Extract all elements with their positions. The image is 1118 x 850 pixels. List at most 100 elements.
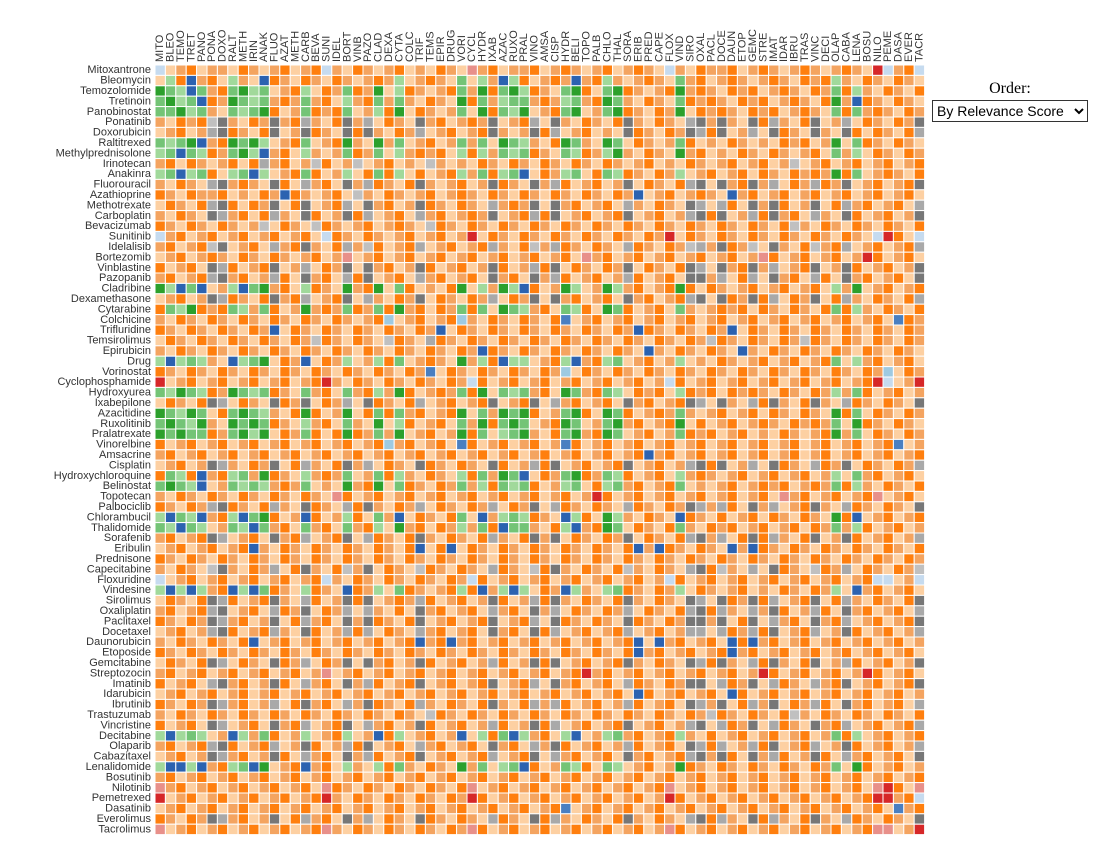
matrix-cell[interactable] bbox=[560, 407, 572, 420]
matrix-cell[interactable] bbox=[601, 449, 614, 461]
matrix-cell[interactable] bbox=[362, 615, 374, 628]
matrix-cell[interactable] bbox=[518, 449, 530, 461]
matrix-cell[interactable] bbox=[643, 230, 655, 243]
matrix-cell[interactable] bbox=[196, 709, 208, 721]
matrix-cell[interactable] bbox=[476, 584, 489, 596]
matrix-cell[interactable] bbox=[352, 719, 364, 732]
matrix-cell[interactable] bbox=[497, 106, 510, 118]
matrix-cell[interactable] bbox=[612, 626, 624, 638]
column-label[interactable]: GEMC bbox=[747, 29, 759, 62]
matrix-cell[interactable] bbox=[851, 230, 863, 243]
matrix-cell[interactable] bbox=[861, 428, 874, 440]
matrix-cell[interactable] bbox=[248, 376, 260, 388]
matrix-cell[interactable] bbox=[653, 262, 666, 274]
matrix-cell[interactable] bbox=[799, 730, 811, 742]
matrix-cell[interactable] bbox=[185, 251, 198, 264]
matrix-cell[interactable] bbox=[237, 85, 250, 97]
matrix-cell[interactable] bbox=[726, 480, 738, 492]
matrix-cell[interactable] bbox=[185, 178, 198, 191]
matrix-cell[interactable] bbox=[726, 189, 738, 201]
matrix-cell[interactable] bbox=[362, 189, 374, 201]
matrix-cell[interactable] bbox=[664, 376, 676, 388]
matrix-cell[interactable] bbox=[237, 490, 250, 503]
matrix-cell[interactable] bbox=[279, 126, 291, 139]
matrix-cell[interactable] bbox=[539, 303, 551, 316]
matrix-cell[interactable] bbox=[175, 241, 187, 253]
matrix-cell[interactable] bbox=[445, 345, 458, 357]
matrix-cell[interactable] bbox=[643, 64, 655, 76]
matrix-cell[interactable] bbox=[861, 345, 874, 357]
matrix-cell[interactable] bbox=[497, 438, 510, 451]
matrix-cell[interactable] bbox=[310, 137, 322, 149]
matrix-cell[interactable] bbox=[872, 64, 884, 76]
column-label[interactable]: TOPO bbox=[581, 31, 593, 62]
matrix-cell[interactable] bbox=[612, 116, 624, 128]
matrix-cell[interactable] bbox=[653, 418, 666, 430]
matrix-cell[interactable] bbox=[476, 470, 489, 482]
matrix-cell[interactable] bbox=[570, 386, 582, 399]
matrix-cell[interactable] bbox=[352, 137, 364, 149]
matrix-cell[interactable] bbox=[716, 719, 728, 732]
matrix-cell[interactable] bbox=[466, 355, 478, 368]
matrix-cell[interactable] bbox=[310, 480, 322, 492]
matrix-cell[interactable] bbox=[882, 522, 894, 534]
matrix-cell[interactable] bbox=[757, 220, 770, 232]
matrix-cell[interactable] bbox=[747, 563, 759, 576]
matrix-cell[interactable] bbox=[539, 147, 551, 160]
column-label[interactable]: PANO bbox=[196, 31, 208, 62]
matrix-cell[interactable] bbox=[237, 334, 250, 347]
matrix-cell[interactable] bbox=[175, 646, 187, 659]
matrix-cell[interactable] bbox=[310, 470, 322, 482]
matrix-cell[interactable] bbox=[227, 522, 239, 534]
matrix-cell[interactable] bbox=[487, 688, 499, 700]
matrix-cell[interactable] bbox=[518, 470, 530, 482]
matrix-cell[interactable] bbox=[560, 730, 572, 742]
matrix-cell[interactable] bbox=[549, 438, 562, 451]
matrix-cell[interactable] bbox=[320, 230, 333, 243]
matrix-cell[interactable] bbox=[560, 709, 572, 721]
matrix-cell[interactable] bbox=[851, 542, 863, 555]
matrix-cell[interactable] bbox=[404, 324, 416, 336]
matrix-cell[interactable] bbox=[882, 251, 894, 264]
matrix-cell[interactable] bbox=[809, 574, 822, 586]
matrix-cell[interactable] bbox=[851, 646, 863, 659]
matrix-cell[interactable] bbox=[372, 324, 385, 336]
matrix-cell[interactable] bbox=[695, 230, 707, 243]
matrix-cell[interactable] bbox=[196, 522, 208, 534]
matrix-cell[interactable] bbox=[508, 438, 520, 451]
matrix-cell[interactable] bbox=[310, 698, 322, 711]
matrix-cell[interactable] bbox=[227, 397, 239, 409]
matrix-cell[interactable] bbox=[216, 293, 229, 305]
matrix-cell[interactable] bbox=[414, 314, 426, 326]
matrix-cell[interactable] bbox=[809, 667, 822, 680]
matrix-cell[interactable] bbox=[424, 397, 437, 409]
matrix-cell[interactable] bbox=[664, 730, 676, 742]
matrix-cell[interactable] bbox=[695, 355, 707, 368]
matrix-cell[interactable] bbox=[289, 397, 302, 409]
matrix-cell[interactable] bbox=[840, 490, 853, 503]
matrix-cell[interactable] bbox=[435, 251, 447, 264]
matrix-cell[interactable] bbox=[268, 85, 281, 97]
matrix-cell[interactable] bbox=[310, 636, 322, 648]
matrix-cell[interactable] bbox=[528, 657, 541, 669]
matrix-cell[interactable] bbox=[549, 282, 562, 295]
matrix-cell[interactable] bbox=[622, 615, 634, 628]
matrix-cell[interactable] bbox=[404, 397, 416, 409]
matrix-cell[interactable] bbox=[435, 74, 447, 87]
matrix-cell[interactable] bbox=[445, 740, 458, 752]
matrix-cell[interactable] bbox=[820, 220, 832, 232]
matrix-cell[interactable] bbox=[705, 397, 718, 409]
matrix-cell[interactable] bbox=[747, 189, 759, 201]
matrix-cell[interactable] bbox=[799, 199, 811, 212]
matrix-cell[interactable] bbox=[643, 584, 655, 596]
matrix-cell[interactable] bbox=[684, 698, 697, 711]
matrix-cell[interactable] bbox=[164, 106, 177, 118]
matrix-cell[interactable] bbox=[622, 470, 634, 482]
matrix-cell[interactable] bbox=[726, 730, 738, 742]
matrix-cell[interactable] bbox=[570, 615, 582, 628]
matrix-cell[interactable] bbox=[435, 230, 447, 243]
matrix-cell[interactable] bbox=[435, 137, 447, 149]
matrix-cell[interactable] bbox=[248, 147, 260, 160]
matrix-cell[interactable] bbox=[352, 334, 364, 347]
matrix-cell[interactable] bbox=[518, 636, 530, 648]
